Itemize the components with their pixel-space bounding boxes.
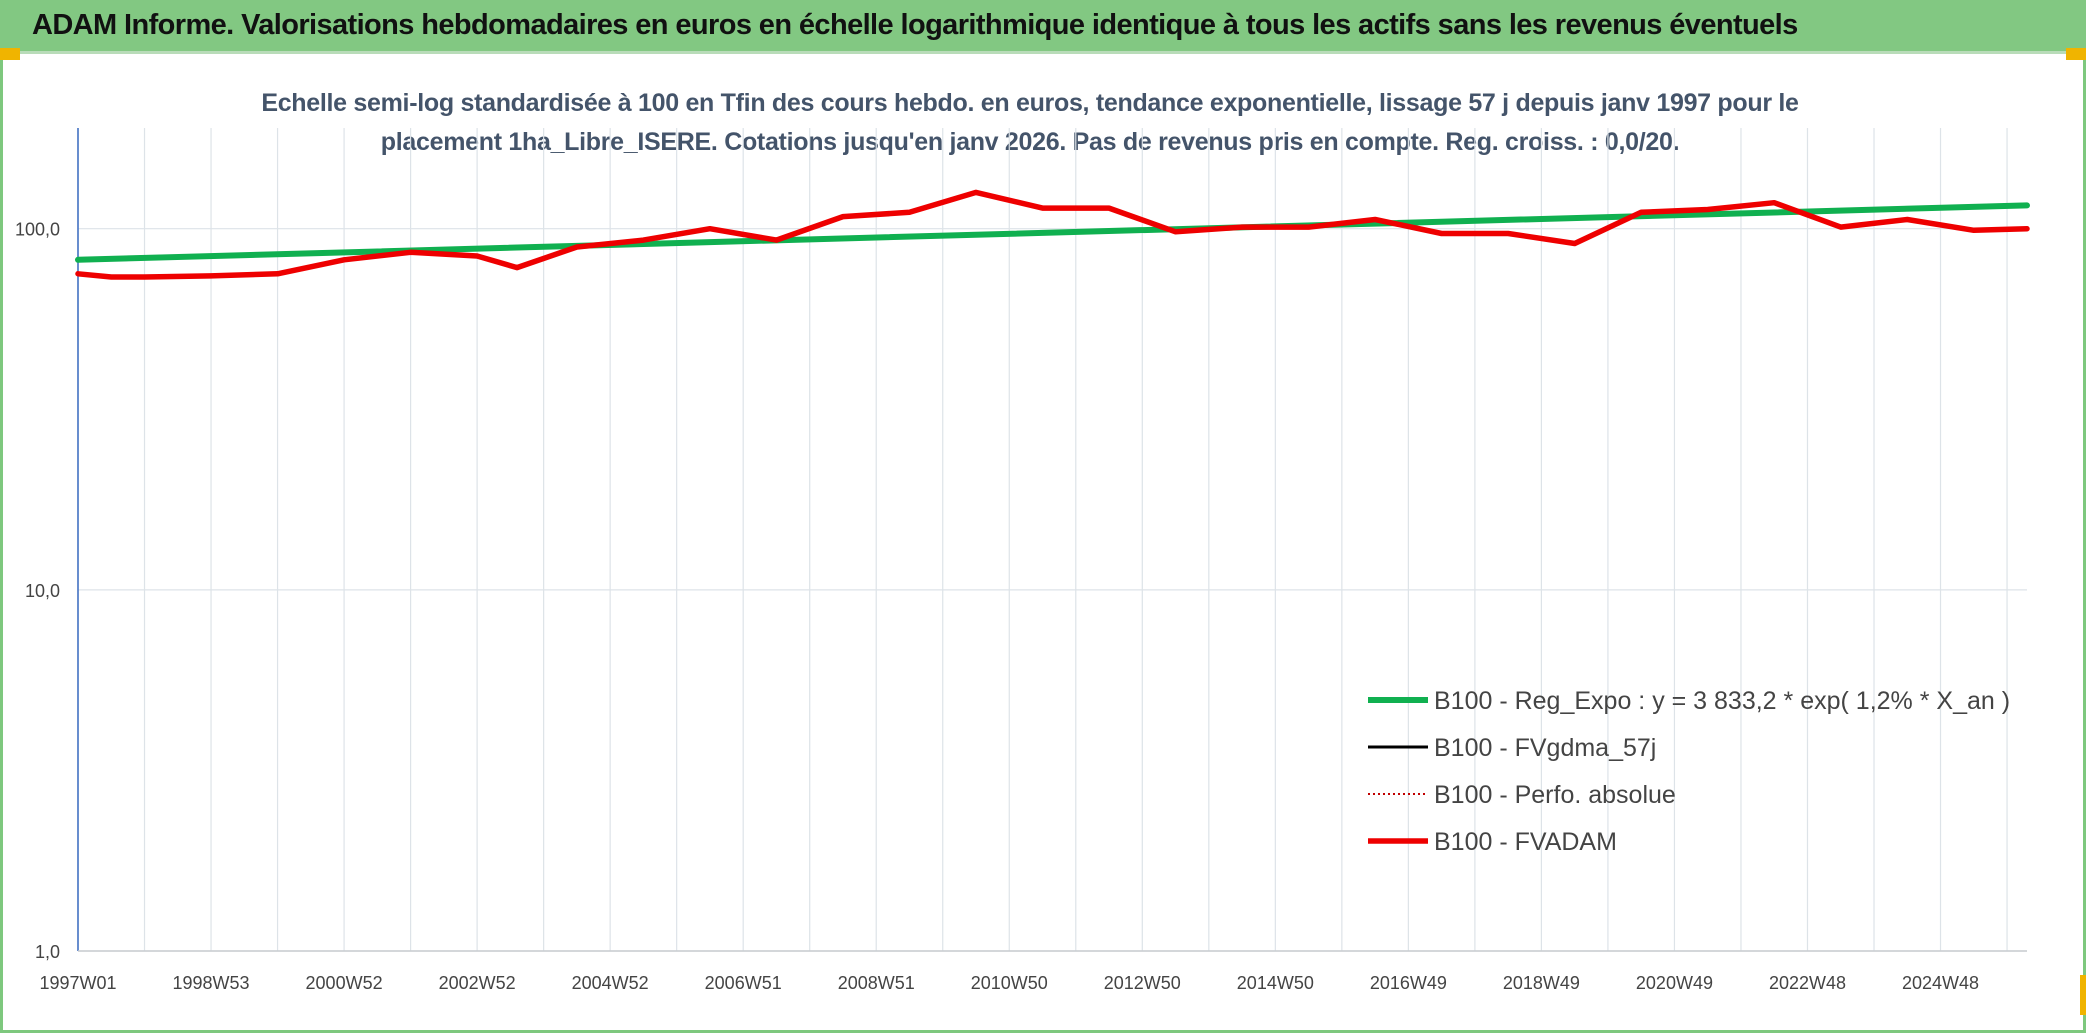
x-tick-label: 2006W51 <box>705 973 782 993</box>
legend-label-2: B100 - Perfo. absolue <box>1434 781 1676 809</box>
x-tick-label: 2008W51 <box>838 973 915 993</box>
tick-labels: 1,0 10,0 100,0 1997W01 1998W53 2000W52 2002W52… <box>15 220 1979 993</box>
chart-title-line-1: Echelle semi-log standardisée à 100 en T… <box>261 89 1799 117</box>
legend-label-3: B100 - FVADAM <box>1434 828 1617 856</box>
y-tick-label: 1,0 <box>35 942 60 962</box>
legend-label-1: B100 - FVgdma_57j <box>1434 734 1656 762</box>
x-tick-label: 2010W50 <box>971 973 1048 993</box>
x-tick-label: 2014W50 <box>1237 973 1314 993</box>
x-tick-label: 2012W50 <box>1104 973 1181 993</box>
corner-marker-top-right <box>2066 48 2086 60</box>
x-tick-label: 2000W52 <box>306 973 383 993</box>
x-tick-label: 2004W52 <box>572 973 649 993</box>
x-tick-label: 2020W49 <box>1636 973 1713 993</box>
legend: B100 - Reg_Expo : y = 3 833,2 * exp( 1,2… <box>1368 687 2010 856</box>
y-tick-label: 100,0 <box>15 220 60 240</box>
series-lines <box>75 189 2030 280</box>
y-tick-label: 10,0 <box>25 581 60 601</box>
x-tick-label: 2002W52 <box>439 973 516 993</box>
corner-marker-bottom-right <box>2080 975 2086 1015</box>
x-tick-label: 2024W48 <box>1902 973 1979 993</box>
x-tick-label: 1997W01 <box>39 973 116 993</box>
series-line-0 <box>75 202 2030 263</box>
x-tick-label: 2016W49 <box>1370 973 1447 993</box>
header-bar: ADAM Informe. Valorisations hebdomadaire… <box>0 0 2086 54</box>
series-line-3 <box>75 189 2030 280</box>
chart-title: Echelle semi-log standardisée à 100 en T… <box>220 84 1840 162</box>
axes <box>77 128 2027 952</box>
legend-label-0: B100 - Reg_Expo : y = 3 833,2 * exp( 1,2… <box>1434 687 2010 715</box>
x-tick-label: 2018W49 <box>1503 973 1580 993</box>
x-tick-label: 1998W53 <box>173 973 250 993</box>
header-title: ADAM Informe. Valorisations hebdomadaire… <box>32 9 1798 41</box>
corner-marker-top-left <box>0 48 20 60</box>
x-tick-label: 2022W48 <box>1769 973 1846 993</box>
chart-title-line-2: placement 1ha_Libre_ISERE. Cotations jus… <box>380 128 1680 156</box>
